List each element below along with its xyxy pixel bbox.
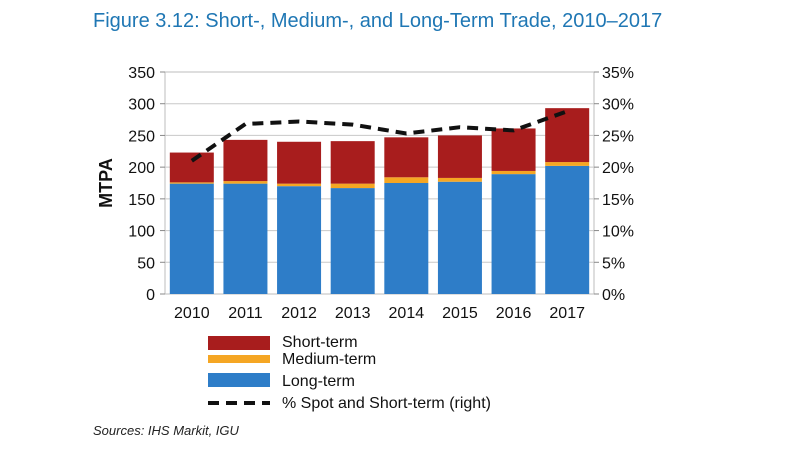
bar-long-term-2015 bbox=[437, 181, 482, 294]
x-tick-label: 2013 bbox=[335, 305, 371, 322]
y-tick-label: 300 bbox=[128, 97, 155, 114]
bar-medium-term-2015 bbox=[437, 177, 482, 182]
y2-tick-label: 10% bbox=[602, 224, 634, 241]
bar-short-term-2016 bbox=[491, 128, 536, 171]
x-tick-label: 2015 bbox=[442, 305, 478, 322]
y2-tick-label: 20% bbox=[602, 160, 634, 177]
bar-long-term-2012 bbox=[277, 186, 322, 294]
bar-medium-term-2010 bbox=[169, 182, 214, 184]
y2-tick-label: 35% bbox=[602, 65, 634, 82]
x-tick-label: 2010 bbox=[174, 305, 210, 322]
y2-tick-label: 5% bbox=[602, 255, 625, 272]
y-tick-label: 100 bbox=[128, 224, 155, 241]
bar-medium-term-2012 bbox=[277, 183, 322, 187]
y2-tick-label: 0% bbox=[602, 287, 625, 304]
bar-long-term-2016 bbox=[491, 174, 536, 294]
bar-medium-term-2016 bbox=[491, 170, 536, 175]
x-tick-label: 2012 bbox=[281, 305, 317, 322]
y2-tick-label: 15% bbox=[602, 192, 634, 209]
chart-title: Figure 3.12: Short-, Medium-, and Long-T… bbox=[93, 10, 663, 32]
y2-tick-label: 30% bbox=[602, 97, 634, 114]
legend-swatch-long-term bbox=[208, 373, 270, 387]
y2-tick-label: 25% bbox=[602, 128, 634, 145]
x-tick-label: 2011 bbox=[228, 305, 263, 322]
source-note: Sources: IHS Markit, IGU bbox=[93, 423, 239, 438]
x-tick-label: 2017 bbox=[549, 305, 585, 322]
bar-medium-term-2017 bbox=[545, 162, 590, 166]
plot-area bbox=[164, 71, 595, 295]
y-tick-label: 150 bbox=[128, 192, 155, 209]
bar-medium-term-2011 bbox=[223, 181, 268, 184]
y-tick-label: 250 bbox=[128, 128, 155, 145]
legend-swatch-short-term bbox=[208, 336, 270, 350]
legend-label--spot-and-short-term-right: % Spot and Short-term (right) bbox=[282, 395, 491, 412]
legend-label-medium-term: Medium-term bbox=[282, 351, 376, 368]
bar-short-term-2017 bbox=[545, 108, 590, 163]
y-tick-label: 0 bbox=[146, 287, 155, 304]
bar-long-term-2010 bbox=[169, 183, 214, 294]
legend-swatch-medium-term bbox=[208, 355, 270, 363]
x-tick-label: 2016 bbox=[496, 305, 532, 322]
bar-short-term-2012 bbox=[277, 141, 322, 184]
series-line-spot-short-term bbox=[190, 109, 568, 163]
bar-medium-term-2014 bbox=[384, 177, 429, 183]
y-axis-label: MTPA bbox=[96, 158, 116, 208]
bar-long-term-2013 bbox=[330, 188, 375, 294]
y-tick-label: 200 bbox=[128, 160, 155, 177]
legend-label-long-term: Long-term bbox=[282, 373, 355, 390]
bar-long-term-2017 bbox=[545, 165, 590, 294]
bar-long-term-2011 bbox=[223, 183, 268, 294]
bar-short-term-2014 bbox=[384, 137, 429, 178]
x-tick-label: 2014 bbox=[389, 305, 425, 322]
y-tick-label: 350 bbox=[128, 65, 155, 82]
bar-short-term-2015 bbox=[437, 135, 482, 178]
bar-short-term-2013 bbox=[330, 141, 375, 184]
bar-short-term-2011 bbox=[223, 139, 268, 182]
bar-long-term-2014 bbox=[384, 183, 429, 294]
bar-medium-term-2013 bbox=[330, 183, 375, 189]
bar-short-term-2010 bbox=[169, 152, 214, 183]
legend-label-short-term: Short-term bbox=[282, 334, 358, 351]
y-tick-label: 50 bbox=[137, 255, 155, 272]
